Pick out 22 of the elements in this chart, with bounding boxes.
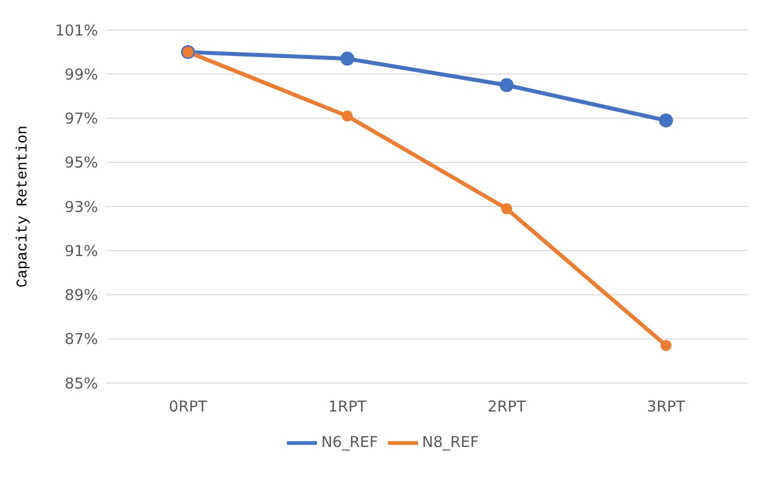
legend-label: N6_REF [321, 433, 378, 452]
y-tick-label: 91% [64, 242, 98, 260]
x-tick-label: 3RPT [646, 398, 686, 416]
y-tick-label: 95% [64, 154, 98, 172]
x-tick-label: 2RPT [488, 398, 527, 416]
y-tick-label: 85% [64, 374, 98, 392]
point [659, 113, 673, 128]
y-axis-title: Capacity Retention [14, 125, 32, 288]
y-tick-label: 99% [64, 65, 98, 84]
point [501, 203, 512, 214]
y-tick-label: 101% [55, 21, 98, 40]
y-tick-label: 87% [64, 330, 98, 348]
point [340, 52, 354, 66]
point [500, 78, 514, 92]
x-tick-label: 1RPT [328, 398, 368, 416]
x-tick-label: 0RPT [168, 398, 208, 416]
y-tick-label: 97% [64, 110, 98, 128]
point [342, 110, 353, 122]
legend-label: N8_REF [422, 433, 479, 452]
y-tick-label: 93% [64, 198, 98, 216]
y-tick-label: 89% [64, 286, 98, 304]
point [660, 340, 672, 351]
